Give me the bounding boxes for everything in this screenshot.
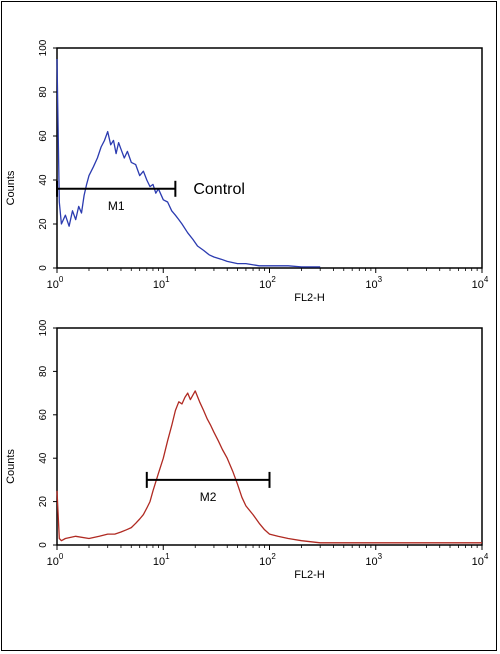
x-tick-label: 101	[153, 552, 170, 568]
histogram-annotation: Control	[193, 181, 245, 198]
y-axis-label: Counts	[5, 449, 17, 484]
x-tick-label: 102	[259, 275, 276, 291]
histogram-panel-1: 0 20 40 60 80 100 100 101 102 103 104 FL2-H Counts M1…	[5, 39, 489, 304]
y-tick-label: 20	[38, 496, 49, 508]
y-tick-label: 60	[38, 409, 49, 421]
y-tick-label: 100	[38, 319, 49, 336]
x-tick-label: 104	[472, 552, 489, 568]
x-tick-label: 102	[259, 552, 276, 568]
y-tick-label: 40	[38, 174, 49, 186]
y-tick-label: 0	[38, 542, 49, 548]
histogram-series-line	[56, 58, 321, 268]
y-tick-label: 40	[38, 452, 49, 464]
x-tick-label: 104	[472, 275, 489, 291]
y-tick-label: 100	[38, 39, 49, 56]
y-tick-label: 80	[38, 365, 49, 377]
plot-area-frame	[56, 47, 483, 269]
y-tick-label: 60	[38, 130, 49, 142]
y-axis-label: Counts	[5, 170, 17, 205]
x-tick-label: 103	[365, 552, 382, 568]
histogram-panel-2: 0 20 40 60 80 100 100 101 102 103 104 FL2-H Counts M2	[5, 319, 489, 581]
plot-area-frame	[56, 327, 483, 546]
x-axis-label: FL2-H	[294, 569, 325, 581]
gate-label: M2	[200, 490, 217, 504]
x-tick-label: 103	[365, 275, 382, 291]
histogram-series-line	[56, 390, 482, 544]
gate-label: M1	[108, 199, 125, 213]
x-tick-label: 101	[153, 275, 170, 291]
x-tick-label: 100	[47, 552, 64, 568]
x-axis-label: FL2-H	[294, 292, 325, 304]
y-tick-label: 0	[38, 265, 49, 271]
x-tick-label: 100	[47, 275, 64, 291]
y-tick-label: 80	[38, 86, 49, 98]
y-tick-label: 20	[38, 218, 49, 230]
